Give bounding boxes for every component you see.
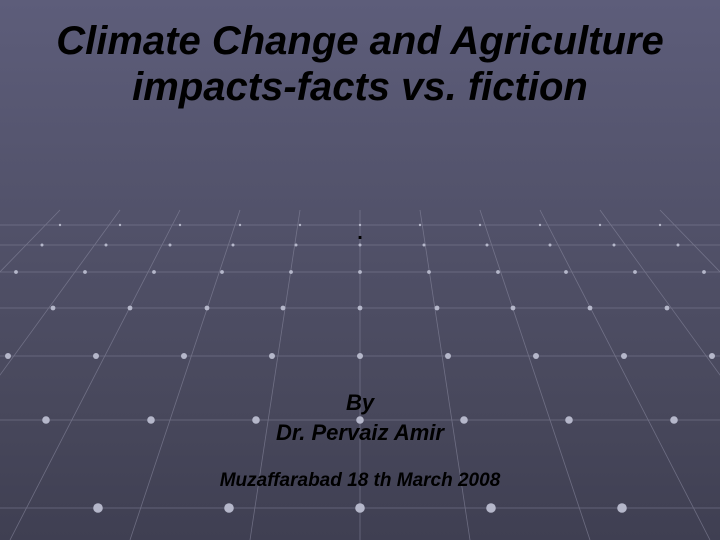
slide: Climate Change and Agriculture impacts-f…: [0, 0, 720, 540]
slide-title: Climate Change and Agriculture impacts-f…: [0, 18, 720, 110]
author-name: Dr. Pervaiz Amir: [0, 418, 720, 448]
separator-dot: .: [0, 222, 720, 245]
byline: By Dr. Pervaiz Amir: [0, 388, 720, 447]
by-label: By: [0, 388, 720, 418]
venue-date: Muzaffarabad 18 th March 2008: [0, 470, 720, 492]
